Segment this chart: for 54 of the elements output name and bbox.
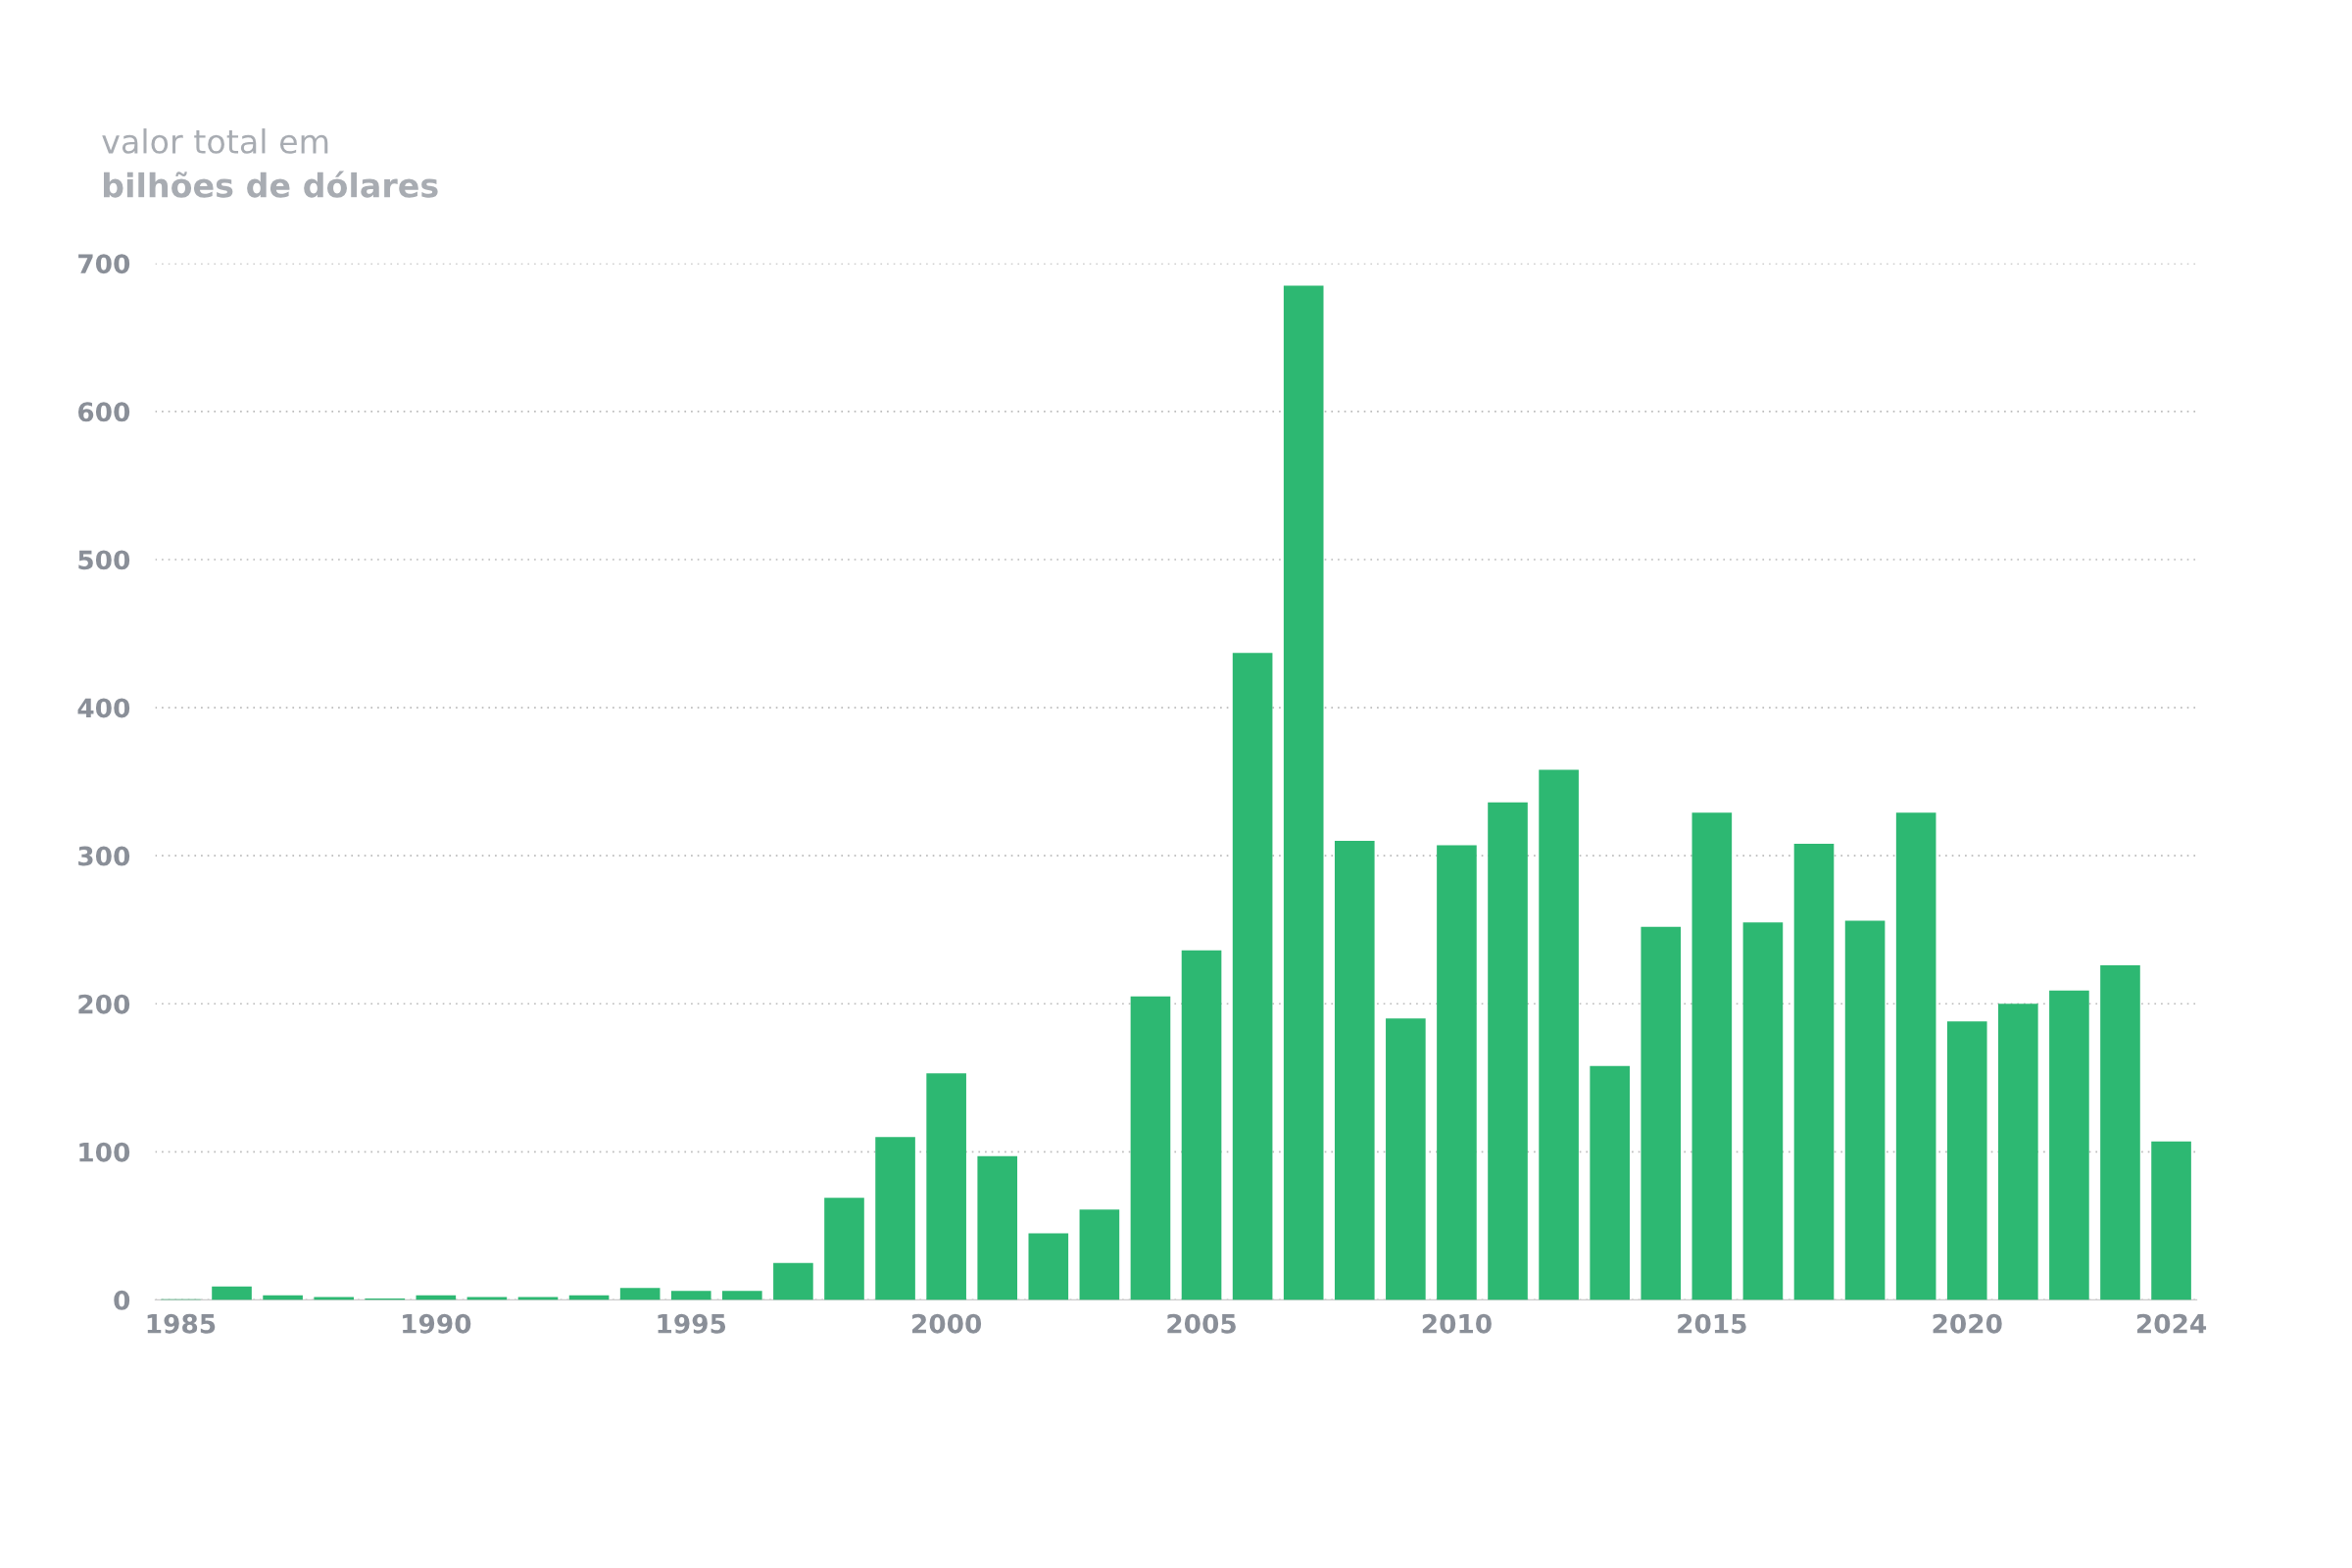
bar	[1386, 1018, 1426, 1300]
y-tick-label: 600	[77, 402, 130, 422]
bar	[1181, 950, 1222, 1300]
bar	[1283, 285, 1324, 1300]
bar	[1130, 996, 1171, 1300]
chart-subtitle: bilhões de dólares	[104, 171, 438, 198]
bar	[1946, 1021, 1987, 1300]
bar	[2100, 964, 2140, 1300]
bar	[1691, 812, 1733, 1300]
bar	[1232, 653, 1273, 1300]
bar	[722, 1291, 762, 1300]
bar	[1488, 802, 1528, 1300]
y-tick-label: 400	[77, 698, 130, 718]
x-tick-label: 2000	[912, 1313, 982, 1334]
bar	[1844, 920, 1886, 1300]
bar	[2151, 1141, 2191, 1300]
bar	[1334, 841, 1375, 1300]
x-tick-label: 2024	[2136, 1313, 2207, 1334]
bar	[926, 1073, 966, 1300]
bar	[2049, 990, 2089, 1300]
x-tick-label: 2010	[1422, 1313, 1492, 1334]
chart-title: valor total em	[102, 128, 328, 154]
y-tick-label: 100	[79, 1142, 130, 1162]
y-tick-label: 500	[78, 550, 130, 570]
x-tick-label: 1995	[658, 1313, 726, 1334]
bar	[977, 1155, 1018, 1300]
y-tick-label: 300	[78, 846, 130, 866]
bar	[1998, 1004, 2038, 1300]
bar	[1079, 1209, 1120, 1300]
bar	[1641, 926, 1682, 1300]
x-tick-label: 1985	[147, 1313, 216, 1334]
bar	[824, 1198, 864, 1300]
bar	[212, 1286, 252, 1300]
bar	[517, 1297, 559, 1300]
bar	[773, 1262, 813, 1300]
bar	[619, 1288, 661, 1300]
bar	[1793, 844, 1835, 1300]
bar	[1028, 1233, 1069, 1300]
x-tick-label: 2015	[1678, 1313, 1746, 1334]
x-tick-label: 2020	[1933, 1313, 2002, 1334]
bar	[1539, 769, 1579, 1300]
y-tick-label: 0	[114, 1290, 130, 1310]
bar	[1590, 1065, 1630, 1300]
bar	[1895, 812, 1936, 1300]
bar	[875, 1137, 915, 1300]
y-tick-label: 200	[78, 994, 130, 1014]
x-tick-label: 2005	[1167, 1313, 1236, 1334]
bar	[1437, 845, 1477, 1300]
bar	[670, 1291, 711, 1300]
bar	[1742, 922, 1784, 1300]
y-tick-label: 700	[78, 254, 130, 274]
bar	[314, 1297, 354, 1300]
bar	[466, 1297, 508, 1300]
x-tick-label: 1990	[403, 1313, 471, 1334]
